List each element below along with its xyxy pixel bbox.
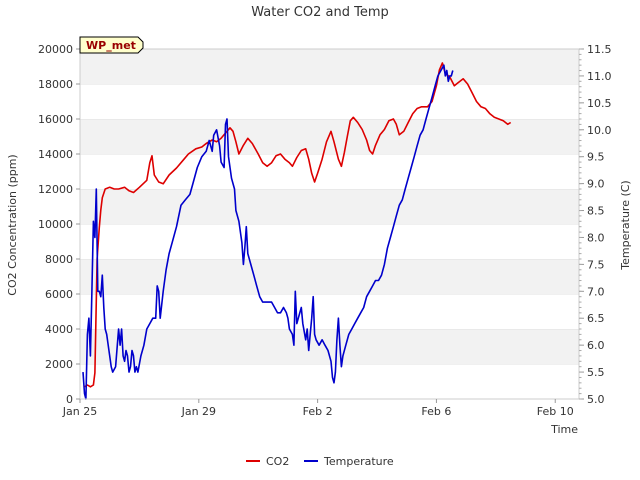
y-right-tick-label: 11.0: [587, 70, 612, 83]
grid-band: [80, 224, 579, 259]
y-right-tick-label: 9.0: [587, 178, 605, 191]
x-tick-label: Feb 10: [537, 405, 574, 418]
y-right-tick-label: 7.0: [587, 285, 605, 298]
y-left-tick-label: 4000: [45, 323, 73, 336]
y-left-tick-label: 14000: [38, 148, 73, 161]
y-left-tick-label: 2000: [45, 358, 73, 371]
y-right-tick-label: 7.5: [587, 258, 605, 271]
y-left-tick-label: 18000: [38, 78, 73, 91]
left-axis-ticks: 0 2000 4000 6000 8000 10000 12000 14000 16000 180…: [38, 43, 80, 406]
chart-title: Water CO2 and Temp: [251, 5, 389, 20]
y-right-tick-label: 11.5: [587, 43, 612, 56]
legend-co2-label: CO2: [266, 455, 289, 468]
grid-band: [80, 154, 579, 189]
grid-band: [80, 294, 579, 329]
x-tick-label: Feb 6: [421, 405, 451, 418]
grid-bands: [80, 48, 579, 399]
x-tick-label: Jan 29: [181, 405, 216, 418]
y-right-tick-label: 10.0: [587, 124, 612, 137]
y-right-tick-label: 6.0: [587, 339, 605, 352]
y-left-tick-label: 10000: [38, 218, 73, 231]
y-right-tick-label: 6.5: [587, 312, 605, 325]
x-axis-label: Time: [550, 423, 578, 436]
y-left-tick-label: 8000: [45, 253, 73, 266]
series-line-temperature: [82, 64, 454, 400]
y-right-axis-label: Temperature (C): [619, 180, 632, 270]
grid-band: [80, 364, 579, 399]
legend: CO2 Temperature: [246, 455, 394, 468]
y-left-tick-label: 16000: [38, 113, 73, 126]
legend-temperature-label: Temperature: [323, 455, 394, 468]
y-right-tick-label: 8.0: [587, 231, 605, 244]
x-axis-ticks: Jan 25 Jan 29 Feb 2 Feb 6 Feb 10: [62, 399, 574, 418]
site-label-box: WP_met: [79, 36, 144, 54]
series-layer: [82, 62, 512, 400]
right-axis-ticks: 5.0 5.5 6.0 6.5 7.0 7.5 8.0 8.5 9.0 9.5 10.0 10.5 11…: [579, 43, 612, 406]
y-right-tick-label: 5.0: [587, 393, 605, 406]
y-right-tick-label: 8.5: [587, 205, 605, 218]
y-right-tick-label: 10.5: [587, 97, 612, 110]
grid-band: [80, 259, 579, 294]
y-left-tick-label: 6000: [45, 288, 73, 301]
grid-band: [80, 49, 579, 84]
y-right-tick-label: 9.5: [587, 151, 605, 164]
y-left-tick-label: 12000: [38, 183, 73, 196]
x-tick-label: Jan 25: [62, 405, 97, 418]
y-left-tick-label: 20000: [38, 43, 73, 56]
y-left-axis-label: CO2 Concentration (ppm): [6, 154, 19, 295]
x-tick-label: Feb 2: [303, 405, 333, 418]
grid-band: [80, 189, 579, 224]
y-right-tick-label: 5.5: [587, 366, 605, 379]
y-left-tick-label: 0: [66, 393, 73, 406]
grid-band: [80, 84, 579, 119]
site-label: WP_met: [86, 39, 136, 52]
